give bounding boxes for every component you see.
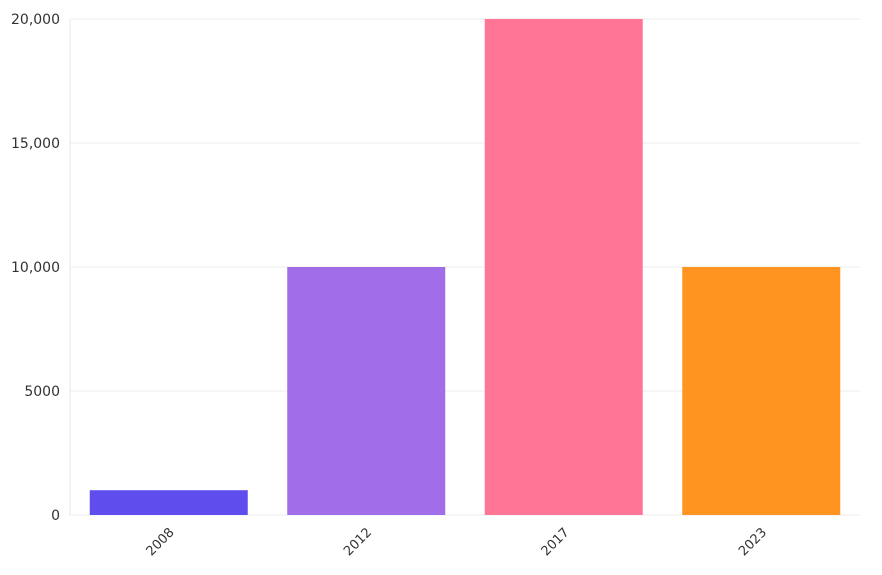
x-tick-label: 2012 xyxy=(341,525,375,559)
y-axis: 0 5000 10,000 15,000 20,000 xyxy=(11,12,60,524)
x-tick-label: 2017 xyxy=(539,525,573,559)
bar-2008 xyxy=(89,490,248,515)
y-tick-label: 0 xyxy=(51,508,60,524)
y-tick-label: 5000 xyxy=(24,384,60,400)
x-axis: 2008 2012 2017 2023 xyxy=(144,525,771,559)
bar-2023 xyxy=(682,267,841,515)
bar-2017 xyxy=(484,19,643,515)
y-tick-label: 15,000 xyxy=(11,136,60,152)
y-tick-label: 20,000 xyxy=(11,12,60,28)
x-tick-label: 2008 xyxy=(144,525,178,559)
y-tick-label: 10,000 xyxy=(11,260,60,276)
bar-2012 xyxy=(287,267,446,515)
bars-layer xyxy=(89,19,841,515)
x-tick-label: 2023 xyxy=(736,525,770,559)
